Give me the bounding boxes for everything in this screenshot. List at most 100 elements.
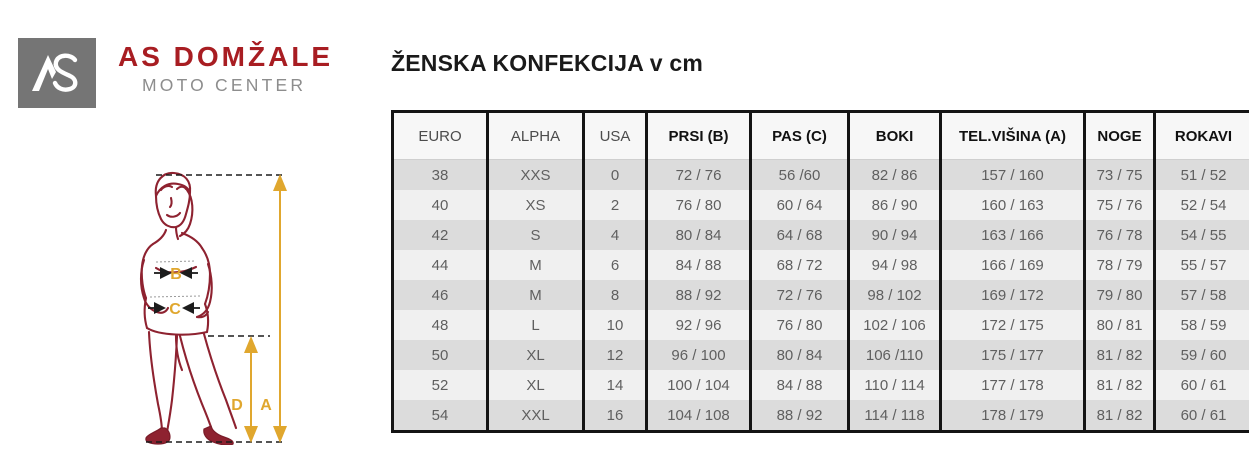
logo-monogram-mark bbox=[18, 38, 96, 108]
table-cell: 96 / 100 bbox=[645, 340, 752, 370]
table-cell: 14 bbox=[582, 370, 648, 400]
measurement-guide-lines bbox=[146, 174, 286, 443]
table-cell: 44 bbox=[391, 250, 489, 280]
table-cell: M bbox=[486, 280, 585, 310]
table-cell: 177 / 178 bbox=[939, 370, 1086, 400]
table-cell: 110 / 114 bbox=[847, 370, 942, 400]
table-cell: 160 / 163 bbox=[939, 190, 1086, 220]
table-cell: 104 / 108 bbox=[645, 400, 752, 433]
table-cell: 72 / 76 bbox=[645, 159, 752, 190]
table-cell: 76 / 80 bbox=[749, 310, 850, 340]
table-cell: 6 bbox=[582, 250, 648, 280]
figure-body-outline bbox=[139, 171, 238, 434]
table-cell: 76 / 78 bbox=[1083, 220, 1156, 250]
table-cell: 57 / 58 bbox=[1153, 280, 1249, 310]
logo-subtitle: MOTO CENTER bbox=[142, 75, 307, 96]
table-cell: 51 / 52 bbox=[1153, 159, 1249, 190]
table-cell: 98 / 102 bbox=[847, 280, 942, 310]
table-cell: 72 / 76 bbox=[749, 280, 850, 310]
table-cell: 88 / 92 bbox=[749, 400, 850, 433]
measure-label-b: B bbox=[170, 266, 182, 283]
table-cell: 16 bbox=[582, 400, 648, 433]
table-cell: 94 / 98 bbox=[847, 250, 942, 280]
logo-title: AS DOMŽALE bbox=[118, 41, 334, 72]
table-cell: XXS bbox=[486, 159, 585, 190]
table-cell: 166 / 169 bbox=[939, 250, 1086, 280]
table-row: 44 M 6 84 / 88 68 / 72 94 / 98 166 / 169 78 / 7… bbox=[391, 250, 1249, 280]
size-chart-section: AS DOMŽALE MOTO CENTER EURO ALPHA USA PR… bbox=[391, 110, 1249, 437]
table-cell: XS bbox=[486, 190, 585, 220]
table-cell: 58 / 59 bbox=[1153, 310, 1249, 340]
table-cell: 55 / 57 bbox=[1153, 250, 1249, 280]
table-cell: 60 / 61 bbox=[1153, 400, 1249, 433]
table-cell: 73 / 75 bbox=[1083, 159, 1156, 190]
table-cell: 76 / 80 bbox=[645, 190, 752, 220]
measure-arrow-b: B bbox=[154, 260, 198, 283]
column-header-boki[interactable]: BOKI bbox=[847, 110, 942, 160]
table-cell: 60 / 61 bbox=[1153, 370, 1249, 400]
column-header-rokavi[interactable]: ROKAVI bbox=[1153, 110, 1249, 160]
table-cell: 50 bbox=[391, 340, 489, 370]
table-row: 42 S 4 80 / 84 64 / 68 90 / 94 163 / 166 76 / 7… bbox=[391, 220, 1249, 250]
table-cell: 88 / 92 bbox=[645, 280, 752, 310]
measurement-figure-illustration: A D B C bbox=[120, 160, 305, 445]
column-header-prsi[interactable]: PRSI (B) bbox=[645, 110, 752, 160]
column-header-euro[interactable]: EURO bbox=[391, 110, 489, 160]
table-cell: 82 / 86 bbox=[847, 159, 942, 190]
table-cell: XL bbox=[486, 340, 585, 370]
table-cell: 106 /110 bbox=[847, 340, 942, 370]
table-cell: 84 / 88 bbox=[645, 250, 752, 280]
table-row: 40 XS 2 76 / 80 60 / 64 86 / 90 160 / 163 75 / … bbox=[391, 190, 1249, 220]
table-cell: 163 / 166 bbox=[939, 220, 1086, 250]
table-cell: 114 / 118 bbox=[847, 400, 942, 433]
table-row: 52 XL 14 100 / 104 84 / 88 110 / 114 177 / 178… bbox=[391, 370, 1249, 400]
logo-wordmark: AS DOMŽALE MOTO CENTER bbox=[118, 38, 333, 96]
table-cell: 42 bbox=[391, 220, 489, 250]
table-cell: M bbox=[486, 250, 585, 280]
table-cell: 54 bbox=[391, 400, 489, 433]
table-cell: 178 / 179 bbox=[939, 400, 1086, 433]
page-title: ŽENSKA KONFEKCIJA v cm bbox=[391, 50, 703, 76]
table-cell: 64 / 68 bbox=[749, 220, 850, 250]
table-cell: 12 bbox=[582, 340, 648, 370]
table-header-row: EURO ALPHA USA PRSI (B) PAS (C) BOKI TEL… bbox=[391, 110, 1249, 160]
table-row: 48 L 10 92 / 96 76 / 80 102 / 106 172 / 175 80 … bbox=[391, 310, 1249, 340]
table-cell: 4 bbox=[582, 220, 648, 250]
table-cell: 81 / 82 bbox=[1083, 370, 1156, 400]
table-cell: 54 / 55 bbox=[1153, 220, 1249, 250]
column-header-pas[interactable]: PAS (C) bbox=[749, 110, 850, 160]
table-cell: 52 / 54 bbox=[1153, 190, 1249, 220]
table-cell: 102 / 106 bbox=[847, 310, 942, 340]
table-row: 54 XXL 16 104 / 108 88 / 92 114 / 118 178 / 17… bbox=[391, 400, 1249, 433]
table-cell: 46 bbox=[391, 280, 489, 310]
table-cell: 172 / 175 bbox=[939, 310, 1086, 340]
table-cell: XL bbox=[486, 370, 585, 400]
table-cell: 0 bbox=[582, 159, 648, 190]
table-row: 50 XL 12 96 / 100 80 / 84 106 /110 175 / 177 81… bbox=[391, 340, 1249, 370]
column-header-visina[interactable]: TEL.VIŠINA (A) bbox=[939, 110, 1086, 160]
measure-label-c: C bbox=[169, 301, 181, 318]
table-cell: 169 / 172 bbox=[939, 280, 1086, 310]
table-cell: 175 / 177 bbox=[939, 340, 1086, 370]
size-chart-table: EURO ALPHA USA PRSI (B) PAS (C) BOKI TEL… bbox=[391, 110, 1249, 433]
table-cell: 81 / 82 bbox=[1083, 340, 1156, 370]
column-header-noge[interactable]: NOGE bbox=[1083, 110, 1156, 160]
brand-logo: AS DOMŽALE MOTO CENTER bbox=[18, 38, 333, 108]
table-cell: 68 / 72 bbox=[749, 250, 850, 280]
table-cell: S bbox=[486, 220, 585, 250]
table-cell: 79 / 80 bbox=[1083, 280, 1156, 310]
table-cell: 38 bbox=[391, 159, 489, 190]
table-cell: 60 / 64 bbox=[749, 190, 850, 220]
figure-shoes bbox=[145, 425, 234, 445]
table-cell: 84 / 88 bbox=[749, 370, 850, 400]
table-cell: 40 bbox=[391, 190, 489, 220]
column-header-usa[interactable]: USA bbox=[582, 110, 648, 160]
measure-arrow-c: C bbox=[148, 295, 201, 318]
table-cell: 92 / 96 bbox=[645, 310, 752, 340]
table-cell: 100 / 104 bbox=[645, 370, 752, 400]
table-cell: 8 bbox=[582, 280, 648, 310]
table-cell: 2 bbox=[582, 190, 648, 220]
column-header-alpha[interactable]: ALPHA bbox=[486, 110, 585, 160]
table-cell: 48 bbox=[391, 310, 489, 340]
table-cell: 157 / 160 bbox=[939, 159, 1086, 190]
